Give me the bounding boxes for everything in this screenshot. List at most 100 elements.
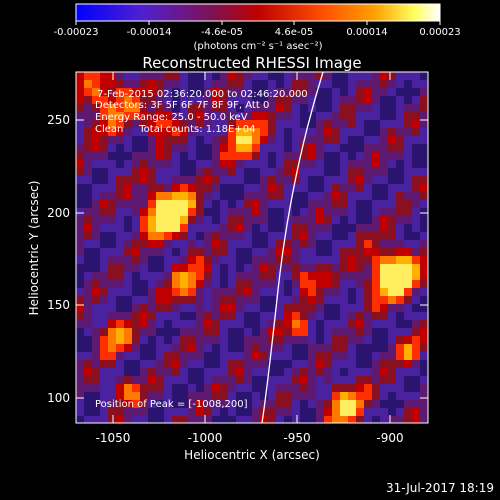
heatmap-cell (356, 288, 364, 296)
heatmap-cell (404, 104, 412, 112)
heatmap-cell (92, 288, 100, 296)
heatmap-cell (316, 72, 324, 80)
heatmap-cell (340, 240, 348, 248)
heatmap-cell (348, 344, 356, 352)
heatmap-cell (244, 416, 252, 423)
heatmap-cell (108, 184, 116, 192)
heatmap-cell (396, 400, 404, 408)
heatmap-cell (84, 280, 92, 288)
heatmap-cell (324, 144, 332, 152)
heatmap-cell (396, 96, 404, 104)
heatmap-cell (364, 240, 372, 248)
heatmap-cell (260, 296, 268, 304)
heatmap-cell (284, 232, 292, 240)
heatmap-cell (348, 240, 356, 248)
heatmap-cell (300, 168, 308, 176)
heatmap-cell (308, 136, 316, 144)
heatmap-cell (300, 216, 308, 224)
heatmap-cell (396, 312, 404, 320)
heatmap-cell (404, 336, 412, 344)
heatmap-cell (228, 368, 236, 376)
heatmap-cell (172, 88, 180, 96)
heatmap-cell (364, 256, 372, 264)
heatmap-cell (228, 256, 236, 264)
heatmap-cell (372, 256, 380, 264)
heatmap-cell (108, 240, 116, 248)
heatmap-cell (180, 168, 188, 176)
heatmap-cell (76, 104, 84, 112)
heatmap-cell (132, 352, 140, 360)
heatmap-cell (140, 160, 148, 168)
heatmap-cell (276, 240, 284, 248)
heatmap-cell (348, 112, 356, 120)
heatmap-cell (236, 264, 244, 272)
heatmap-cell (380, 72, 388, 80)
heatmap-cell (228, 176, 236, 184)
heatmap-cell (348, 392, 356, 400)
heatmap-cell (340, 144, 348, 152)
heatmap-cell (132, 344, 140, 352)
heatmap-cell (164, 416, 172, 423)
heatmap-cell (156, 224, 164, 232)
heatmap-cell (124, 160, 132, 168)
heatmap-cell (164, 312, 172, 320)
heatmap-cell (292, 184, 300, 192)
heatmap-cell (116, 328, 124, 336)
heatmap-cell (292, 120, 300, 128)
heatmap-cell (76, 352, 84, 360)
heatmap-cell (404, 120, 412, 128)
heatmap-cell (228, 272, 236, 280)
heatmap-cell (196, 352, 204, 360)
heatmap-cell (372, 288, 380, 296)
heatmap-cell (300, 184, 308, 192)
heatmap-cell (196, 264, 204, 272)
heatmap-cell (156, 160, 164, 168)
heatmap-cell (116, 144, 124, 152)
heatmap-cell (180, 112, 188, 120)
heatmap-cell (372, 400, 380, 408)
heatmap-cell (340, 128, 348, 136)
heatmap-cell (180, 96, 188, 104)
heatmap-cell (212, 96, 220, 104)
heatmap-cell (372, 80, 380, 88)
heatmap-cell (212, 248, 220, 256)
heatmap-cell (388, 136, 396, 144)
heatmap-cell (164, 216, 172, 224)
heatmap-cell (84, 96, 92, 104)
heatmap-cell (260, 256, 268, 264)
heatmap-cell (132, 160, 140, 168)
heatmap-cell (348, 96, 356, 104)
heatmap-cell (180, 360, 188, 368)
heatmap-cell (116, 112, 124, 120)
heatmap-cell (148, 96, 156, 104)
heatmap-cell (76, 120, 84, 128)
heatmap-cell (92, 384, 100, 392)
heatmap-cell (228, 248, 236, 256)
heatmap-cell (260, 80, 268, 88)
heatmap-cell (324, 368, 332, 376)
heatmap-cell (380, 304, 388, 312)
heatmap-cell (196, 224, 204, 232)
heatmap-cell (156, 136, 164, 144)
heatmap-cell (356, 120, 364, 128)
heatmap-cell (188, 208, 196, 216)
heatmap-cell (132, 208, 140, 216)
heatmap-cell (92, 368, 100, 376)
heatmap-cell (364, 184, 372, 192)
heatmap-cell (228, 304, 236, 312)
heatmap-cell (172, 232, 180, 240)
heatmap-cell (388, 112, 396, 120)
heatmap-cell (412, 232, 420, 240)
heatmap-cell (180, 368, 188, 376)
heatmap-cell (100, 384, 108, 392)
heatmap-cell (252, 400, 260, 408)
heatmap-cell (212, 88, 220, 96)
heatmap-cell (164, 184, 172, 192)
heatmap-cell (340, 408, 348, 416)
heatmap-cell (132, 240, 140, 248)
heatmap-cell (220, 248, 228, 256)
heatmap-cell (364, 128, 372, 136)
heatmap-cell (396, 184, 404, 192)
heatmap-cell (164, 320, 172, 328)
heatmap-cell (284, 80, 292, 88)
